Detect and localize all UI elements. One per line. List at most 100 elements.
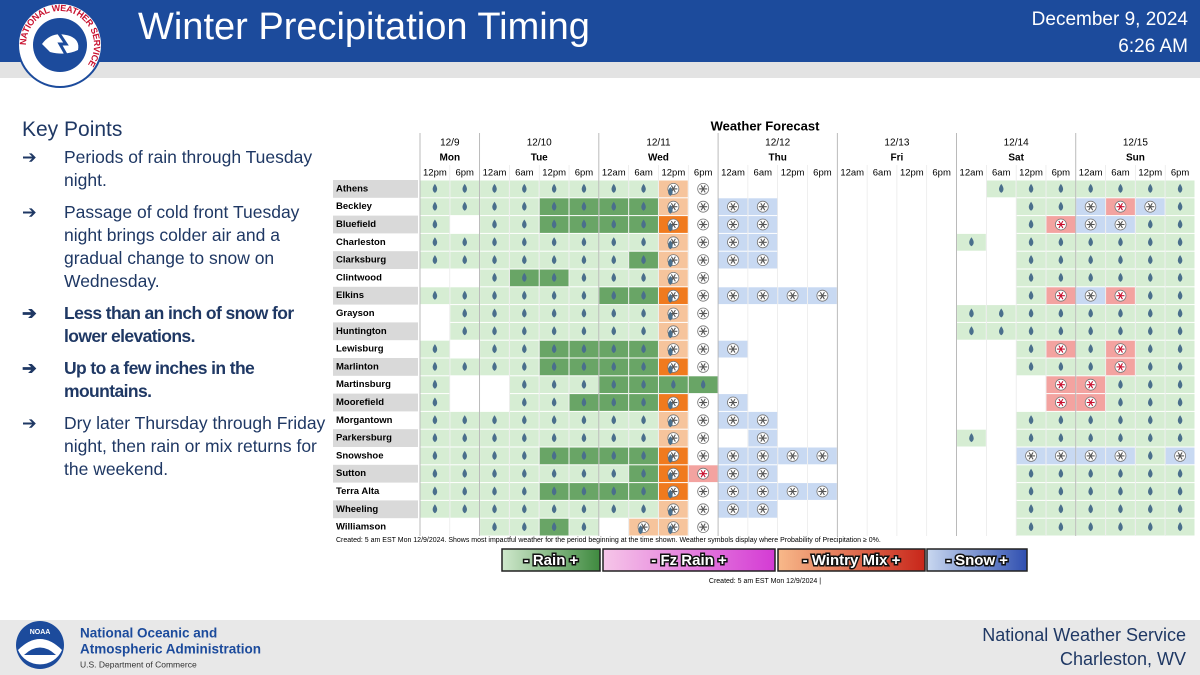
- rain-icon: [1148, 255, 1153, 265]
- forecast-cell: [539, 518, 569, 536]
- row-label: Huntington: [336, 326, 387, 337]
- rain-icon: [551, 397, 557, 407]
- forecast-cell: [539, 358, 569, 376]
- rain-icon: [581, 326, 587, 336]
- rain-icon: [432, 361, 438, 371]
- forecast-cell: [1016, 500, 1046, 518]
- rain-icon: [581, 468, 587, 478]
- rain-icon: [581, 344, 587, 354]
- forecast-cell: [718, 500, 748, 518]
- forecast-cell: [1106, 447, 1135, 465]
- snow-icon-arm: [730, 487, 736, 496]
- rain-icon: [432, 379, 438, 389]
- time-label: 6am: [1111, 168, 1130, 179]
- forecast-cell: [420, 411, 450, 429]
- time: 6:26 AM: [1118, 36, 1188, 57]
- row-label-bg: [333, 393, 418, 412]
- snow-icon-arm: [730, 220, 736, 229]
- forecast-cell: [1016, 305, 1046, 322]
- snow-icon-arm: [1118, 291, 1123, 300]
- rain-icon: [611, 344, 616, 354]
- rain-icon: [1148, 397, 1153, 407]
- forecast-cell: [629, 251, 658, 269]
- forecast-cell: [420, 233, 450, 251]
- rain-icon: [1088, 468, 1093, 478]
- forecast-cell: [1106, 500, 1135, 518]
- rain-icon: [462, 326, 467, 336]
- forecast-cell: [629, 518, 658, 536]
- day-name: Sat: [1008, 153, 1024, 164]
- forecast-cell: [1135, 251, 1165, 269]
- rain-icon: [492, 504, 497, 514]
- forecast-cell: [599, 483, 629, 500]
- row-label: Elkins: [336, 290, 364, 301]
- legend-label: - Rain +: [524, 552, 579, 569]
- forecast-cell: [1076, 198, 1106, 216]
- key-point: Passage of cold front Tuesday night brin…: [22, 201, 334, 293]
- forecast-cell: [778, 287, 807, 305]
- forecast-cell: [688, 216, 718, 233]
- forecast-cell: [629, 340, 658, 358]
- row-label: Morgantown: [336, 415, 393, 426]
- forecast-cell: [718, 465, 748, 483]
- forecast-cell: [629, 500, 658, 518]
- rain-icon: [522, 290, 527, 300]
- forecast-cell: [1016, 233, 1046, 251]
- row-label: Williamson: [336, 522, 386, 533]
- forecast-cell: [1016, 287, 1046, 305]
- snow-icon-arm: [790, 487, 796, 496]
- forecast-cell: [480, 180, 509, 198]
- rain-icon: [462, 237, 467, 247]
- forecast-cell: [539, 198, 569, 216]
- rain-icon: [1028, 486, 1034, 496]
- footer-band: [0, 620, 1200, 675]
- rain-icon: [522, 201, 527, 211]
- forecast-cell: [509, 376, 539, 394]
- forecast-cell: [748, 411, 778, 429]
- rain-icon: [1118, 255, 1123, 265]
- snow-icon-arm: [760, 256, 766, 264]
- snow-icon-arm: [700, 256, 706, 264]
- snow-icon-arm: [700, 452, 706, 460]
- rain-icon: [641, 379, 646, 389]
- forecast-cell: [1016, 216, 1046, 233]
- forecast-cell: [1106, 394, 1135, 411]
- rain-icon: [462, 255, 467, 265]
- rain-icon: [641, 183, 646, 193]
- forecast-cell: [450, 287, 480, 305]
- rain-icon: [1118, 397, 1123, 407]
- forecast-cell: [1135, 500, 1165, 518]
- forecast-cell: [1076, 358, 1106, 376]
- rain-icon: [1088, 308, 1093, 318]
- snow-icon-arm: [1028, 452, 1034, 460]
- forecast-cell: [1135, 447, 1165, 465]
- forecast-cell: [778, 447, 807, 465]
- rain-icon: [1058, 415, 1064, 425]
- forecast-cell: [599, 411, 629, 429]
- forecast-cell: [1165, 447, 1195, 465]
- snow-icon-arm: [760, 469, 766, 478]
- rain-icon: [1028, 272, 1034, 282]
- rain-icon: [969, 308, 974, 318]
- forecast-cell: [539, 394, 569, 411]
- rain-icon: [1148, 219, 1153, 229]
- rain-icon: [1177, 468, 1183, 478]
- day-date: 12/14: [1004, 138, 1029, 149]
- rain-icon: [641, 397, 646, 407]
- rain-icon: [1177, 486, 1183, 496]
- rain-icon: [641, 450, 646, 460]
- forecast-cell: [1165, 251, 1195, 269]
- rain-icon: [581, 379, 587, 389]
- created-note: Created: 5 am EST Mon 12/9/2024 |: [709, 578, 821, 585]
- forecast-cell: [480, 305, 509, 322]
- key-points-list: Periods of rain through Tuesday night. Pa…: [22, 146, 334, 481]
- key-point: Less than an inch of snow for lower elev…: [22, 302, 334, 348]
- forecast-cell: [1106, 411, 1135, 429]
- forecast-cell: [420, 394, 450, 411]
- forecast-cell: [688, 233, 718, 251]
- snow-icon-arm: [1058, 380, 1064, 389]
- rain-icon: [638, 525, 643, 535]
- forecast-cell: [1016, 340, 1046, 358]
- snow-icon-arm: [1118, 452, 1123, 460]
- rain-icon: [522, 397, 527, 407]
